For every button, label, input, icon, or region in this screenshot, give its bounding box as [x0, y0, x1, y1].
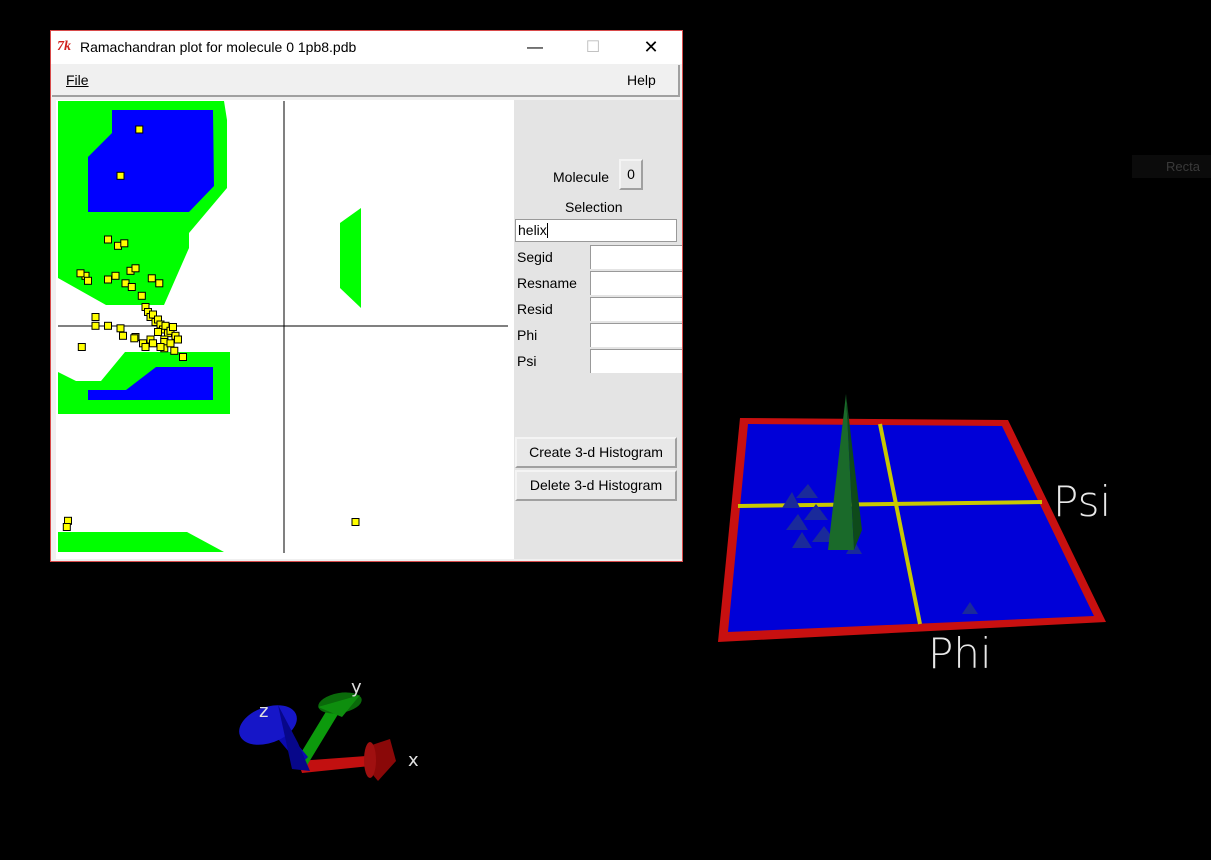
- partial-label: Recta: [1132, 155, 1211, 178]
- histogram-3d: Psi Phi: [718, 394, 1111, 678]
- axis-label-z: z: [259, 701, 268, 722]
- bump: [786, 514, 808, 530]
- resid-field[interactable]: [590, 297, 682, 321]
- phi-axis-label: Phi: [928, 629, 992, 678]
- selection-value: helix: [518, 222, 547, 238]
- resname-label: Resname: [517, 275, 577, 291]
- residue-point[interactable]: [174, 335, 182, 344]
- close-button[interactable]: ✕: [643, 37, 659, 57]
- residue-point[interactable]: [104, 235, 112, 244]
- menu-help[interactable]: Help: [627, 72, 656, 88]
- phi-label: Phi: [517, 327, 538, 343]
- left-handed-region: [340, 208, 361, 308]
- z-axis-cone: [278, 705, 310, 771]
- residue-point[interactable]: [147, 274, 156, 283]
- residue-point[interactable]: [91, 313, 100, 321]
- residue-point[interactable]: [169, 323, 177, 331]
- bump: [792, 532, 812, 548]
- residue-point[interactable]: [155, 279, 164, 288]
- residue-point[interactable]: [127, 283, 136, 291]
- molecule-selector-button[interactable]: 0: [619, 159, 643, 190]
- axis-label-y: y: [351, 677, 362, 698]
- minimize-button[interactable]: —: [527, 39, 543, 56]
- residue-point[interactable]: [154, 328, 162, 336]
- psi-label: Psi: [517, 353, 537, 369]
- residue-point[interactable]: [170, 346, 179, 355]
- psi-axis-label: Psi: [1053, 477, 1111, 526]
- residue-point[interactable]: [141, 343, 150, 351]
- residue-point[interactable]: [116, 324, 125, 333]
- residue-point[interactable]: [135, 125, 144, 134]
- side-panel: Molecule 0 Selection helix Segid Resname…: [514, 100, 682, 559]
- selection-label: Selection: [565, 199, 623, 215]
- histogram-bumps: [782, 484, 978, 614]
- beta-core-region: [88, 110, 214, 212]
- residue-point[interactable]: [179, 353, 187, 361]
- residue-point[interactable]: [119, 331, 127, 340]
- plot-canvas: [58, 101, 508, 553]
- ramachandran-window[interactable]: 7k Ramachandran plot for molecule 0 1pb8…: [50, 30, 683, 562]
- residue-point[interactable]: [166, 339, 175, 348]
- residue-point[interactable]: [116, 171, 125, 180]
- axis-label-x: x: [408, 750, 419, 771]
- titlebar[interactable]: 7k Ramachandran plot for molecule 0 1pb8…: [51, 31, 682, 64]
- bump: [796, 484, 818, 498]
- bump: [782, 492, 800, 508]
- residue-point[interactable]: [130, 334, 139, 343]
- tk-icon: 7k: [57, 39, 71, 54]
- delete-histogram-button[interactable]: Delete 3-d Histogram: [515, 470, 677, 501]
- menu-file-label: File: [66, 72, 89, 88]
- residue-point[interactable]: [351, 518, 360, 526]
- create-histogram-button[interactable]: Create 3-d Histogram: [515, 437, 677, 468]
- residue-point[interactable]: [149, 339, 157, 348]
- resid-label: Resid: [517, 301, 553, 317]
- residue-points: [62, 125, 360, 531]
- window-title: Ramachandran plot for molecule 0 1pb8.pd…: [80, 39, 357, 55]
- histogram-peak: [828, 394, 854, 550]
- bump: [804, 504, 828, 520]
- residue-point[interactable]: [76, 269, 85, 278]
- alpha-core-region: [88, 367, 213, 400]
- residue-point[interactable]: [62, 523, 71, 531]
- residue-point[interactable]: [137, 291, 146, 300]
- segid-label: Segid: [517, 249, 553, 265]
- phi-field[interactable]: [590, 323, 682, 347]
- menu-file[interactable]: File: [66, 72, 89, 88]
- phi-divider: [878, 423, 922, 625]
- menubar: File Help: [52, 65, 680, 97]
- bottom-region: [58, 532, 224, 552]
- residue-point[interactable]: [120, 239, 129, 248]
- x-axis-cone: [368, 739, 396, 781]
- psi-field[interactable]: [590, 349, 682, 373]
- bump: [962, 602, 978, 614]
- text-caret: [546, 223, 548, 238]
- residue-point[interactable]: [104, 321, 112, 330]
- residue-point[interactable]: [156, 343, 165, 351]
- selection-input[interactable]: helix: [515, 219, 677, 242]
- residue-point[interactable]: [77, 343, 86, 351]
- histogram-floor: [728, 424, 1094, 632]
- x-axis-shaft: [298, 755, 380, 773]
- residue-point[interactable]: [104, 275, 112, 284]
- resname-field[interactable]: [590, 271, 682, 295]
- residue-point[interactable]: [131, 264, 140, 273]
- maximize-button[interactable]: ☐: [585, 39, 601, 56]
- y-axis-cone: [318, 695, 360, 717]
- segid-field[interactable]: [590, 245, 682, 269]
- x-axis-cone-base: [364, 742, 376, 778]
- molecule-label: Molecule: [553, 169, 610, 185]
- residue-point[interactable]: [84, 276, 92, 285]
- residue-point[interactable]: [111, 271, 120, 280]
- axes-indicator: x y z: [239, 677, 419, 781]
- allowed-regions: [58, 101, 361, 552]
- histogram-peak-shade: [846, 394, 862, 550]
- ramachandran-plot[interactable]: [56, 100, 514, 559]
- residue-point[interactable]: [91, 321, 100, 330]
- y-axis-shaft: [296, 705, 340, 767]
